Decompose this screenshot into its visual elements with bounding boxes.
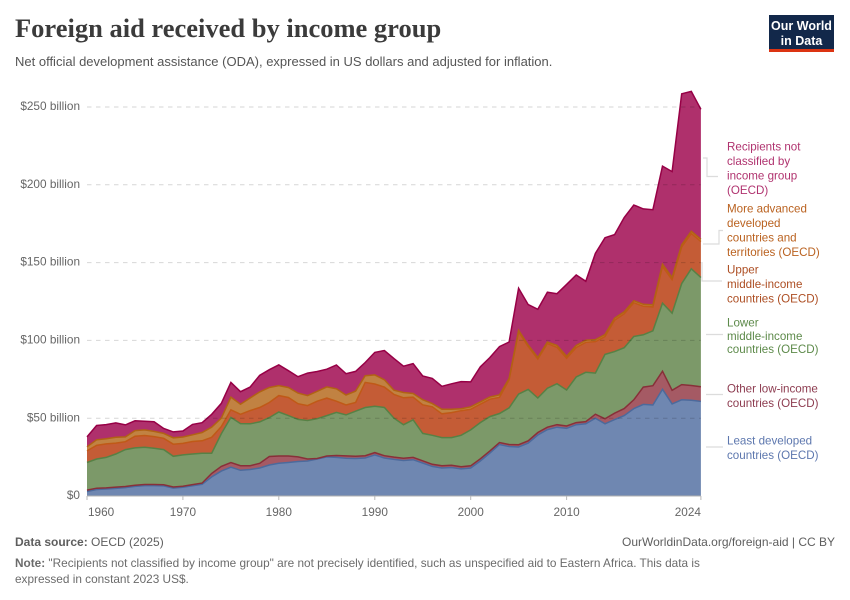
svg-text:$200 billion: $200 billion [20, 177, 80, 191]
svg-text:middle-income: middle-income [727, 330, 802, 343]
svg-text:territories (OECD): territories (OECD) [727, 246, 820, 259]
svg-text:More advanced: More advanced [727, 203, 807, 216]
svg-text:classified by: classified by [727, 155, 790, 168]
svg-text:2000: 2000 [458, 505, 485, 519]
svg-text:$250 billion: $250 billion [20, 99, 80, 113]
svg-text:countries and: countries and [727, 232, 797, 245]
svg-text:middle-income: middle-income [727, 278, 802, 291]
svg-text:$100 billion: $100 billion [20, 333, 80, 347]
svg-text:income group: income group [727, 170, 797, 183]
svg-text:Recipients not: Recipients not [727, 141, 801, 154]
svg-text:1980: 1980 [266, 505, 293, 519]
svg-text:2024: 2024 [675, 505, 702, 519]
svg-text:Other low-income: Other low-income [727, 383, 818, 396]
svg-text:$50 billion: $50 billion [27, 410, 80, 424]
svg-text:countries (OECD): countries (OECD) [727, 293, 819, 306]
svg-text:countries (OECD): countries (OECD) [727, 397, 819, 410]
svg-text:1990: 1990 [362, 505, 389, 519]
svg-text:countries (OECD): countries (OECD) [727, 449, 819, 462]
svg-text:$150 billion: $150 billion [20, 255, 80, 269]
svg-text:countries (OECD): countries (OECD) [727, 343, 819, 356]
svg-text:1960: 1960 [88, 505, 115, 519]
svg-text:Least developed: Least developed [727, 435, 812, 448]
svg-text:2010: 2010 [553, 505, 580, 519]
svg-text:developed: developed [727, 217, 781, 230]
svg-text:Upper: Upper [727, 264, 759, 277]
svg-text:$0: $0 [67, 488, 81, 502]
svg-text:Lower: Lower [727, 317, 759, 330]
svg-text:1970: 1970 [170, 505, 197, 519]
svg-text:(OECD): (OECD) [727, 184, 768, 197]
